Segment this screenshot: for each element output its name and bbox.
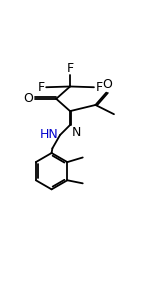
Text: O: O — [102, 78, 112, 91]
Text: N: N — [72, 126, 81, 139]
Text: HN: HN — [40, 128, 59, 141]
Text: O: O — [23, 92, 33, 105]
Text: F: F — [67, 62, 74, 75]
Text: F: F — [95, 81, 103, 94]
Text: F: F — [38, 81, 45, 94]
